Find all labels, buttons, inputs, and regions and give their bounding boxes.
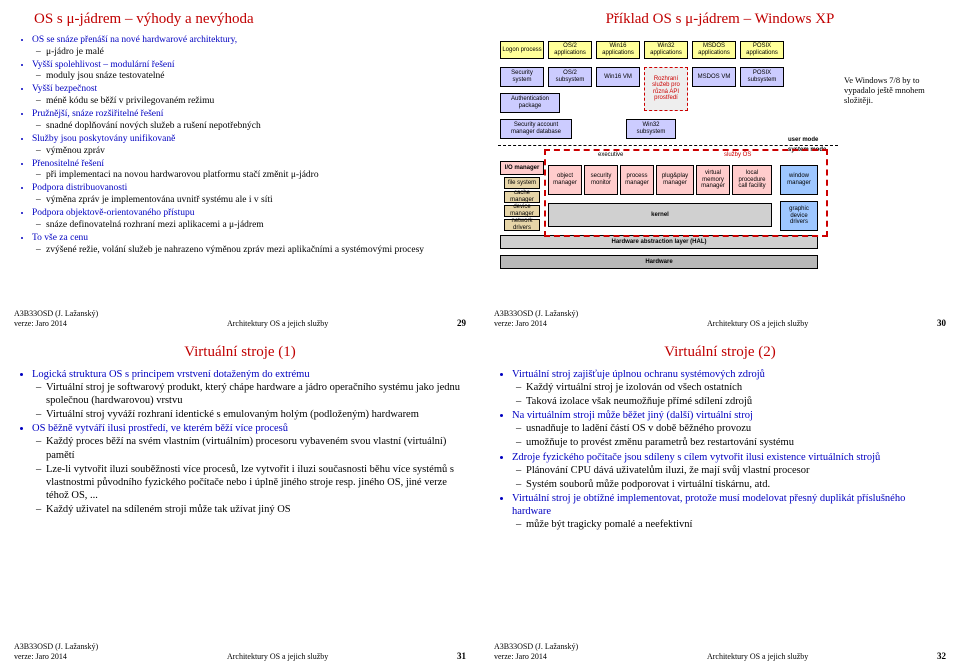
slide-31: Virtuální stroje (1) Logická struktura O… [0,333,480,666]
slide-30: Příklad OS s μ-jádrem – Windows XP Logon… [480,0,960,333]
bullet: Virtuální stroj zajišťuje úplnou ochranu… [512,368,946,408]
sub-bullet: Lze-li vytvořit iluzi souběžnosti více p… [46,463,466,502]
box-win32app: Win32 applications [644,41,688,59]
box-msdosvm: MSDOS VM [692,67,736,87]
slide-footer: A3B33OSD (J. Lažanský)verze: Jaro 2014 A… [494,309,946,329]
box-hal: Hardware abstraction layer (HAL) [500,235,818,249]
sub-bullet: Každý proces běží na svém vlastním (virt… [46,435,466,461]
sub-bullet: může být tragicky pomalé a neefektivní [526,518,946,531]
slide-title: OS s μ-jádrem – výhody a nevýhoda [14,10,466,29]
box-secdb: Security account manager database [500,119,572,139]
sub-bullet: Virtuální stroj vyváží rozhraní identick… [46,408,466,421]
box-secsys: Security system [500,67,544,87]
box-rozhrani: Rozhraní služeb pro různá API prostředí [644,67,688,111]
sub-bullet: zvýšené režie, volání služeb je nahrazen… [46,245,466,257]
slide-title: Příklad OS s μ-jádrem – Windows XP [494,10,946,29]
slide-29: OS s μ-jádrem – výhody a nevýhoda OS se … [0,0,480,333]
bullet: Na virtuálním stroji může běžet jiný (da… [512,409,946,449]
box-hw: Hardware [500,255,818,269]
slide-footer: A3B33OSD (J. Lažanský)verze: Jaro 2014 A… [14,642,466,662]
box-win16app: Win16 applications [596,41,640,59]
sub-bullet: snadné doplňování nových služeb a rušení… [46,121,466,133]
box-logon: Logon process [500,41,544,59]
sub-bullet: snáze definovatelná rozhraní mezi aplika… [46,220,466,232]
bullet: Podpora distribuovanosti výměna zpráv je… [32,183,466,207]
box-authpkg: Authentication package [500,93,560,113]
bullet: OS se snáze přenáší na nové hardwarové a… [32,35,466,59]
box-cachemgr: cache manager [504,191,540,203]
box-posixapp: POSIX applications [740,41,784,59]
bullet: OS běžně vytváří ilusi prostředí, ve kte… [32,422,466,516]
box-os2app: OS/2 applications [548,41,592,59]
slide-footer: A3B33OSD (J. Lažanský)verze: Jaro 2014 A… [14,309,466,329]
box-devmgr: device manager [504,205,540,217]
bullet: Logická struktura OS s principem vrstven… [32,368,466,422]
sub-bullet: Taková izolace však neumožňuje přímé sdí… [526,395,946,408]
slide-title: Virtuální stroje (1) [14,343,466,362]
box-filesys: file system [504,177,540,189]
sub-bullet: moduly jsou snáze testovatelné [46,71,466,83]
sub-bullet: Virtuální stroj je softwarový produkt, k… [46,381,466,407]
sub-bullet: usnadňuje to ladění částí OS v době běžn… [526,422,946,435]
box-iomgr: I/O manager [500,161,544,175]
bullet: Služby jsou poskytovány unifikovaně výmě… [32,134,466,158]
sub-bullet: Každý virtuální stroj je izolován od vše… [526,381,946,394]
box-win32sub: Win32 subsystem [626,119,676,139]
slide-32: Virtuální stroje (2) Virtuální stroj zaj… [480,333,960,666]
bullet: Vyšší spolehlivost – modulární řešení mo… [32,60,466,84]
label-usermode: user mode [788,137,818,145]
bullet: To vše za cenu zvýšené režie, volání slu… [32,233,466,257]
bullet: Podpora objektově-orientovaného přístupu… [32,208,466,232]
sub-bullet: Systém souborů může podporovat i virtuál… [526,478,946,491]
side-note: Ve Windows 7/8 by to vypadalo ještě mnoh… [844,75,944,279]
bullet: Pružnější, snáze rozšiřitelné řešení sna… [32,109,466,133]
bullet: Virtuální stroj je obtížné implementovat… [512,492,946,531]
bullet: Zdroje fyzického počítače jsou sdíleny s… [512,451,946,491]
bullet: Vyšší bezpečnost méně kódu se běží v pri… [32,84,466,108]
sub-bullet: méně kódu se běží v privilegovaném režim… [46,96,466,108]
sub-bullet: Plánování CPU dává uživatelům iluzi, že … [526,464,946,477]
architecture-diagram: Logon process OS/2 applications Win16 ap… [498,39,838,279]
sub-bullet: μ-jádro je malé [46,47,466,59]
box-os2sub: OS/2 subsystem [548,67,592,87]
box-msdosapp: MSDOS applications [692,41,736,59]
slide-title: Virtuální stroje (2) [494,343,946,362]
slide-footer: A3B33OSD (J. Lažanský)verze: Jaro 2014 A… [494,642,946,662]
sub-bullet: umožňuje to provést změnu parametrů bez … [526,436,946,449]
bullet: Přenositelné řešení při implementaci na … [32,159,466,183]
box-win16vm: Win16 VM [596,67,640,87]
sub-bullet: Každý uživatel na sdíleném stroji může t… [46,503,466,516]
box-netdrv: network drivers [504,219,540,231]
sub-bullet: výměna zpráv je implementována uvnitř sy… [46,195,466,207]
sub-bullet: při implementaci na novou hardwarovou pl… [46,170,466,182]
box-posixsub: POSIX subsystem [740,67,784,87]
sub-bullet: výměnou zpráv [46,146,466,158]
